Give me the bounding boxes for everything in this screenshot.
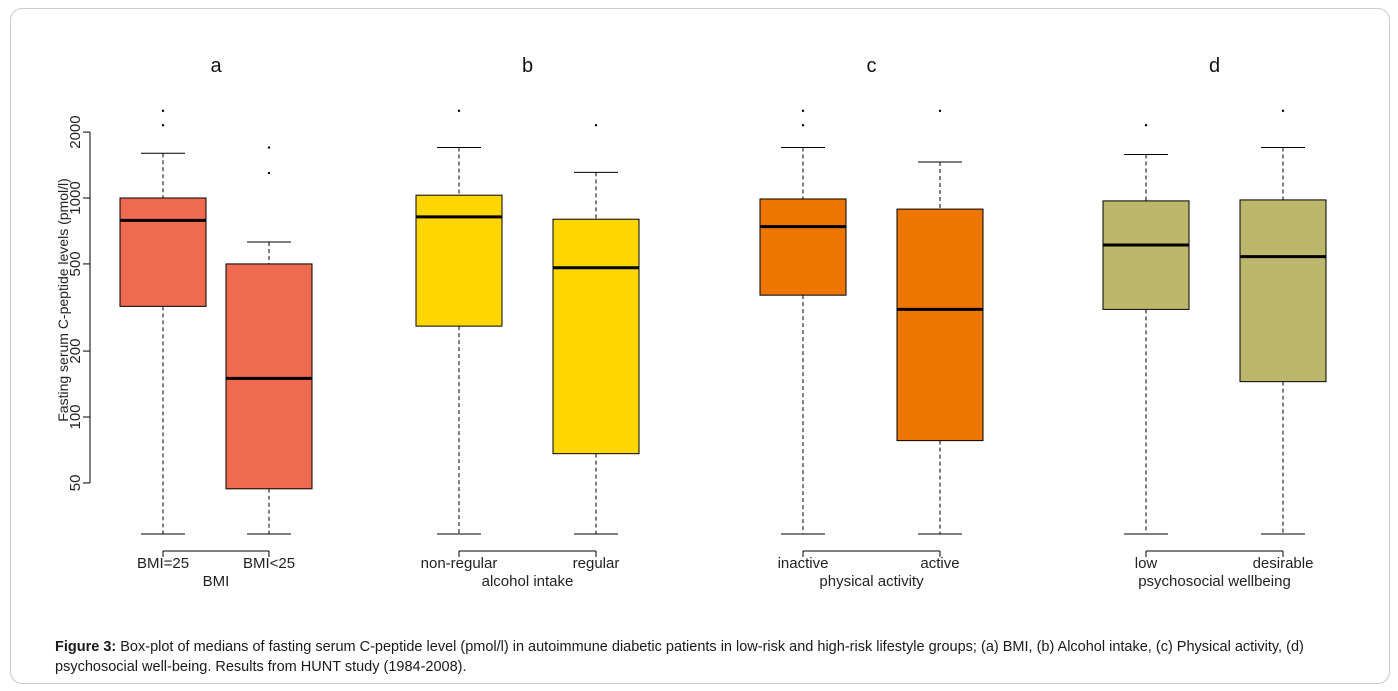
box-plot-chart: 50 100 200 500 1000 2000 Fasting serum C-pepti… <box>55 55 1327 590</box>
y-tick-label: 1000 <box>67 181 84 214</box>
box-active <box>896 109 984 535</box>
figure-caption: Figure 3: Box-plot of medians of fasting… <box>55 637 1365 677</box>
box-bmi-25 <box>225 146 313 535</box>
group-label: low <box>1135 555 1158 572</box>
iqr-box <box>1102 200 1190 310</box>
box-desirable <box>1239 109 1327 535</box>
iqr-box <box>119 197 207 307</box>
group-label: non-regular <box>421 555 498 572</box>
box-bmi-25 <box>119 109 207 535</box>
outlier-point <box>1144 123 1148 127</box>
panel-title: c <box>867 55 877 77</box>
iqr-box <box>759 198 847 296</box>
x-axis-label: psychosocial wellbeing <box>1138 573 1291 590</box>
y-tick-label: 2000 <box>67 115 84 148</box>
iqr-box <box>225 263 313 490</box>
outlier-point <box>457 109 461 113</box>
iqr-box <box>552 218 640 455</box>
x-axis-label: alcohol intake <box>482 573 574 590</box>
outlier-point <box>938 109 942 113</box>
outlier-point <box>801 123 805 127</box>
iqr-box <box>415 194 503 327</box>
outlier-point <box>801 109 805 113</box>
caption-text: Box-plot of medians of fasting serum C-p… <box>55 639 1304 675</box>
y-tick-label: 100 <box>67 404 84 429</box>
iqr-box <box>896 208 984 442</box>
panel-title: a <box>210 55 222 77</box>
group-label: desirable <box>1253 555 1314 572</box>
iqr-box <box>1239 199 1327 383</box>
box-regular <box>552 123 640 535</box>
outlier-point <box>161 109 165 113</box>
group-label: BMI<25 <box>243 555 295 572</box>
panel-a: a BMI=25 BMI<25 BMI <box>119 55 313 590</box>
x-axis-label: BMI <box>203 573 230 590</box>
outlier-point <box>267 146 271 149</box>
group-label: regular <box>573 555 620 572</box>
group-label: BMI=25 <box>137 555 189 572</box>
group-label: active <box>920 555 959 572</box>
panel-title: d <box>1209 55 1220 77</box>
panel-title: b <box>522 55 533 77</box>
outlier-point <box>161 123 165 127</box>
box-inactive <box>759 109 847 535</box>
group-label: inactive <box>778 555 829 572</box>
outlier-point <box>594 123 598 127</box>
y-tick-label: 50 <box>67 475 84 492</box>
box-non-regular <box>415 109 503 535</box>
box-low <box>1102 123 1190 535</box>
y-tick-label: 200 <box>67 339 84 364</box>
outlier-point <box>267 171 271 175</box>
x-axis-label: physical activity <box>819 573 924 590</box>
y-tick-label: 500 <box>67 251 84 276</box>
outlier-point <box>1281 109 1285 113</box>
y-axis-label: Fasting serum C-peptide levels (pmol/l) <box>55 178 71 422</box>
caption-label: Figure 3: <box>55 639 117 655</box>
